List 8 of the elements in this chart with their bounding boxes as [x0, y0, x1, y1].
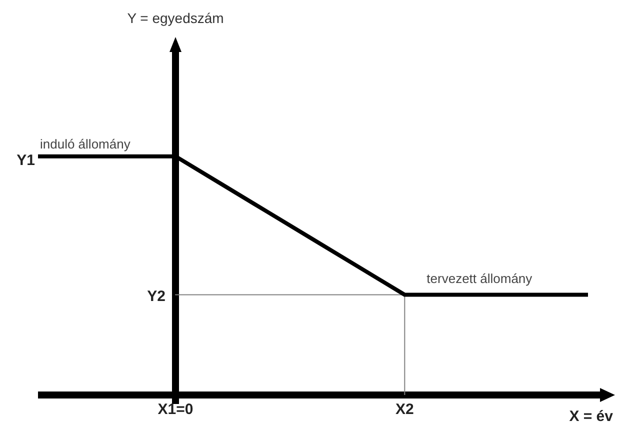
annotation: Y2 [147, 288, 166, 305]
annotation: tervezett állomány [426, 270, 533, 286]
annotation: induló állomány [40, 136, 131, 152]
x-tick-label: X2 [395, 401, 414, 418]
x-axis-title: X = év [569, 408, 614, 425]
text: Y1 [16, 152, 35, 169]
x-tick-label: X1=0 [158, 401, 194, 418]
text: Y = egyedszám [127, 10, 224, 26]
